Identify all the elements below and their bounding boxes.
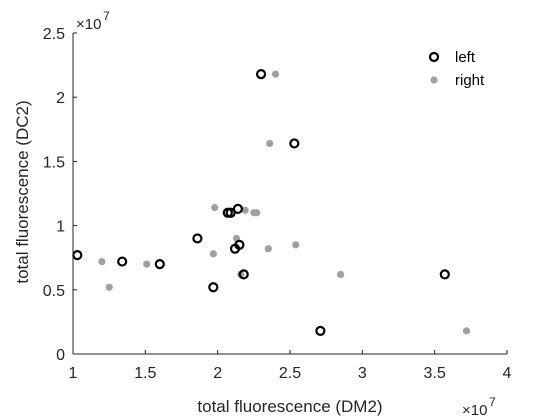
y-axis-exponent: ×10 7 bbox=[76, 9, 110, 33]
x-exponent-base: ×10 bbox=[462, 402, 487, 419]
point-left bbox=[315, 325, 326, 336]
point-left bbox=[117, 256, 128, 267]
y-axis-label: total fluorescence (DC2) bbox=[13, 100, 32, 283]
x-tick-label: 4 bbox=[503, 365, 512, 382]
y-exponent-power: 7 bbox=[103, 9, 110, 23]
point-right bbox=[105, 283, 113, 291]
point-left bbox=[232, 203, 244, 215]
x-tick-label: 3 bbox=[358, 365, 367, 382]
point-left bbox=[439, 269, 450, 280]
point-right bbox=[98, 257, 106, 266]
point-right bbox=[209, 250, 217, 258]
legend-item-right: right bbox=[430, 72, 485, 89]
x-tick-label: 3.5 bbox=[424, 365, 446, 382]
y-tick-label: 1.5 bbox=[43, 154, 65, 171]
point-right bbox=[337, 270, 345, 278]
point-left bbox=[72, 250, 83, 261]
point-right bbox=[143, 260, 151, 268]
point-left bbox=[255, 68, 267, 80]
x-tick-label: 2 bbox=[213, 365, 222, 382]
x-tick-label: 2.5 bbox=[279, 365, 301, 382]
point-left bbox=[192, 233, 203, 244]
x-axis-label: total fluorescence (DM2) bbox=[197, 397, 382, 416]
point-left bbox=[238, 269, 249, 280]
point-right bbox=[264, 245, 272, 253]
legend-item-left: left bbox=[428, 49, 476, 66]
point-right bbox=[211, 204, 219, 212]
point-left bbox=[289, 138, 300, 149]
point-right bbox=[241, 206, 249, 214]
point-right bbox=[266, 139, 274, 148]
x-axis-ticks: 1 1.5 2 2.5 3 3.5 4 bbox=[69, 350, 512, 382]
legend-label-left: left bbox=[455, 49, 476, 66]
x-exponent-power: 7 bbox=[489, 395, 496, 409]
y-tick-label: 0 bbox=[56, 347, 65, 364]
point-right bbox=[271, 70, 280, 78]
x-axis-exponent: ×10 7 bbox=[462, 395, 496, 419]
x-tick-label: 1.5 bbox=[134, 365, 156, 382]
y-exponent-base: ×10 bbox=[76, 16, 101, 33]
point-right bbox=[462, 327, 471, 335]
plot-marks bbox=[72, 68, 471, 336]
y-tick-label: 2 bbox=[56, 90, 65, 107]
point-right bbox=[253, 209, 261, 217]
legend: left right bbox=[428, 49, 485, 89]
legend-marker-left bbox=[428, 51, 440, 63]
y-axis-ticks: 0 0.5 1 1.5 2 2.5 bbox=[43, 26, 77, 364]
point-right bbox=[292, 241, 300, 249]
point-left bbox=[208, 282, 219, 293]
point-left bbox=[234, 239, 245, 250]
y-tick-label: 0.5 bbox=[43, 283, 65, 300]
y-tick-label: 2.5 bbox=[43, 26, 65, 43]
y-tick-label: 1 bbox=[56, 219, 65, 236]
legend-label-right: right bbox=[455, 72, 485, 89]
x-tick-label: 1 bbox=[69, 365, 78, 382]
point-left bbox=[154, 259, 165, 270]
legend-marker-right bbox=[430, 76, 438, 84]
